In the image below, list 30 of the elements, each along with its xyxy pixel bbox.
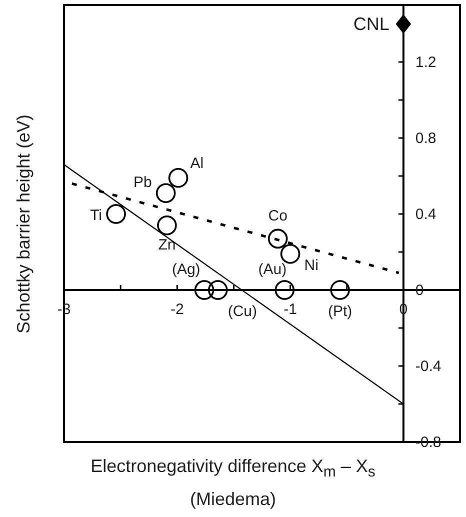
point	[168, 168, 188, 188]
annotation: (Cu)	[228, 303, 258, 320]
point	[106, 204, 126, 224]
point	[330, 280, 350, 300]
x-tick-label: -2	[170, 301, 184, 318]
y-axis-title: Schottky barrier height (eV)	[14, 114, 34, 334]
annotation: Ti	[90, 207, 102, 224]
point	[156, 183, 176, 203]
text: Electronegativity difference X$_{m}$ – X$_{s}$ (Miedema)	[90, 456, 376, 509]
annotation: Co	[268, 208, 288, 225]
point	[157, 216, 177, 236]
annotation: (Pt)	[328, 303, 352, 320]
point	[280, 244, 300, 264]
annotation: (Ag)	[172, 261, 200, 278]
x-tick-label: -1	[284, 301, 297, 318]
point	[208, 280, 228, 300]
annotation: Ni	[304, 256, 318, 274]
point	[396, 14, 411, 34]
point	[274, 280, 295, 300]
annotation: Al	[190, 154, 204, 172]
y-tick-label: -0.4	[415, 358, 442, 375]
annotation: (Au)	[258, 261, 287, 278]
annotation: Pb	[133, 174, 152, 192]
annotation: CNL	[353, 14, 390, 34]
y-tick-label: 1.2	[415, 54, 436, 71]
point	[194, 280, 214, 300]
annotation: Zn	[158, 236, 176, 254]
point	[268, 228, 288, 249]
y-tick-label: 0.4	[415, 206, 436, 223]
y-tick-label: 0.8	[415, 130, 436, 147]
